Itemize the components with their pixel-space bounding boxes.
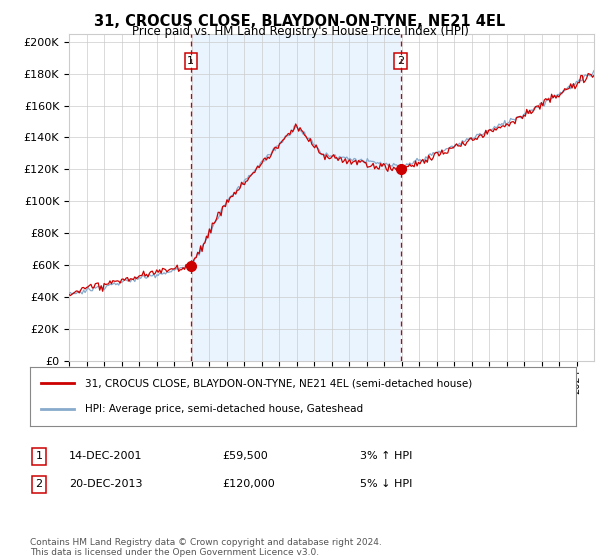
- Text: 20-DEC-2013: 20-DEC-2013: [69, 479, 143, 489]
- Text: 1: 1: [35, 451, 43, 461]
- Text: 31, CROCUS CLOSE, BLAYDON-ON-TYNE, NE21 4EL: 31, CROCUS CLOSE, BLAYDON-ON-TYNE, NE21 …: [94, 14, 506, 29]
- Bar: [191, 34, 401, 361]
- Text: Contains HM Land Registry data © Crown copyright and database right 2024.
This d: Contains HM Land Registry data © Crown c…: [30, 538, 382, 557]
- Text: 31, CROCUS CLOSE, BLAYDON-ON-TYNE, NE21 4EL (semi-detached house): 31, CROCUS CLOSE, BLAYDON-ON-TYNE, NE21 …: [85, 378, 472, 388]
- Text: 2: 2: [397, 56, 404, 66]
- Text: £120,000: £120,000: [222, 479, 275, 489]
- Text: 5% ↓ HPI: 5% ↓ HPI: [360, 479, 412, 489]
- Text: 2: 2: [35, 479, 43, 489]
- Text: 3% ↑ HPI: 3% ↑ HPI: [360, 451, 412, 461]
- Text: 1: 1: [187, 56, 194, 66]
- Text: HPI: Average price, semi-detached house, Gateshead: HPI: Average price, semi-detached house,…: [85, 404, 363, 414]
- Text: 14-DEC-2001: 14-DEC-2001: [69, 451, 143, 461]
- Text: Price paid vs. HM Land Registry's House Price Index (HPI): Price paid vs. HM Land Registry's House …: [131, 25, 469, 38]
- Text: £59,500: £59,500: [222, 451, 268, 461]
